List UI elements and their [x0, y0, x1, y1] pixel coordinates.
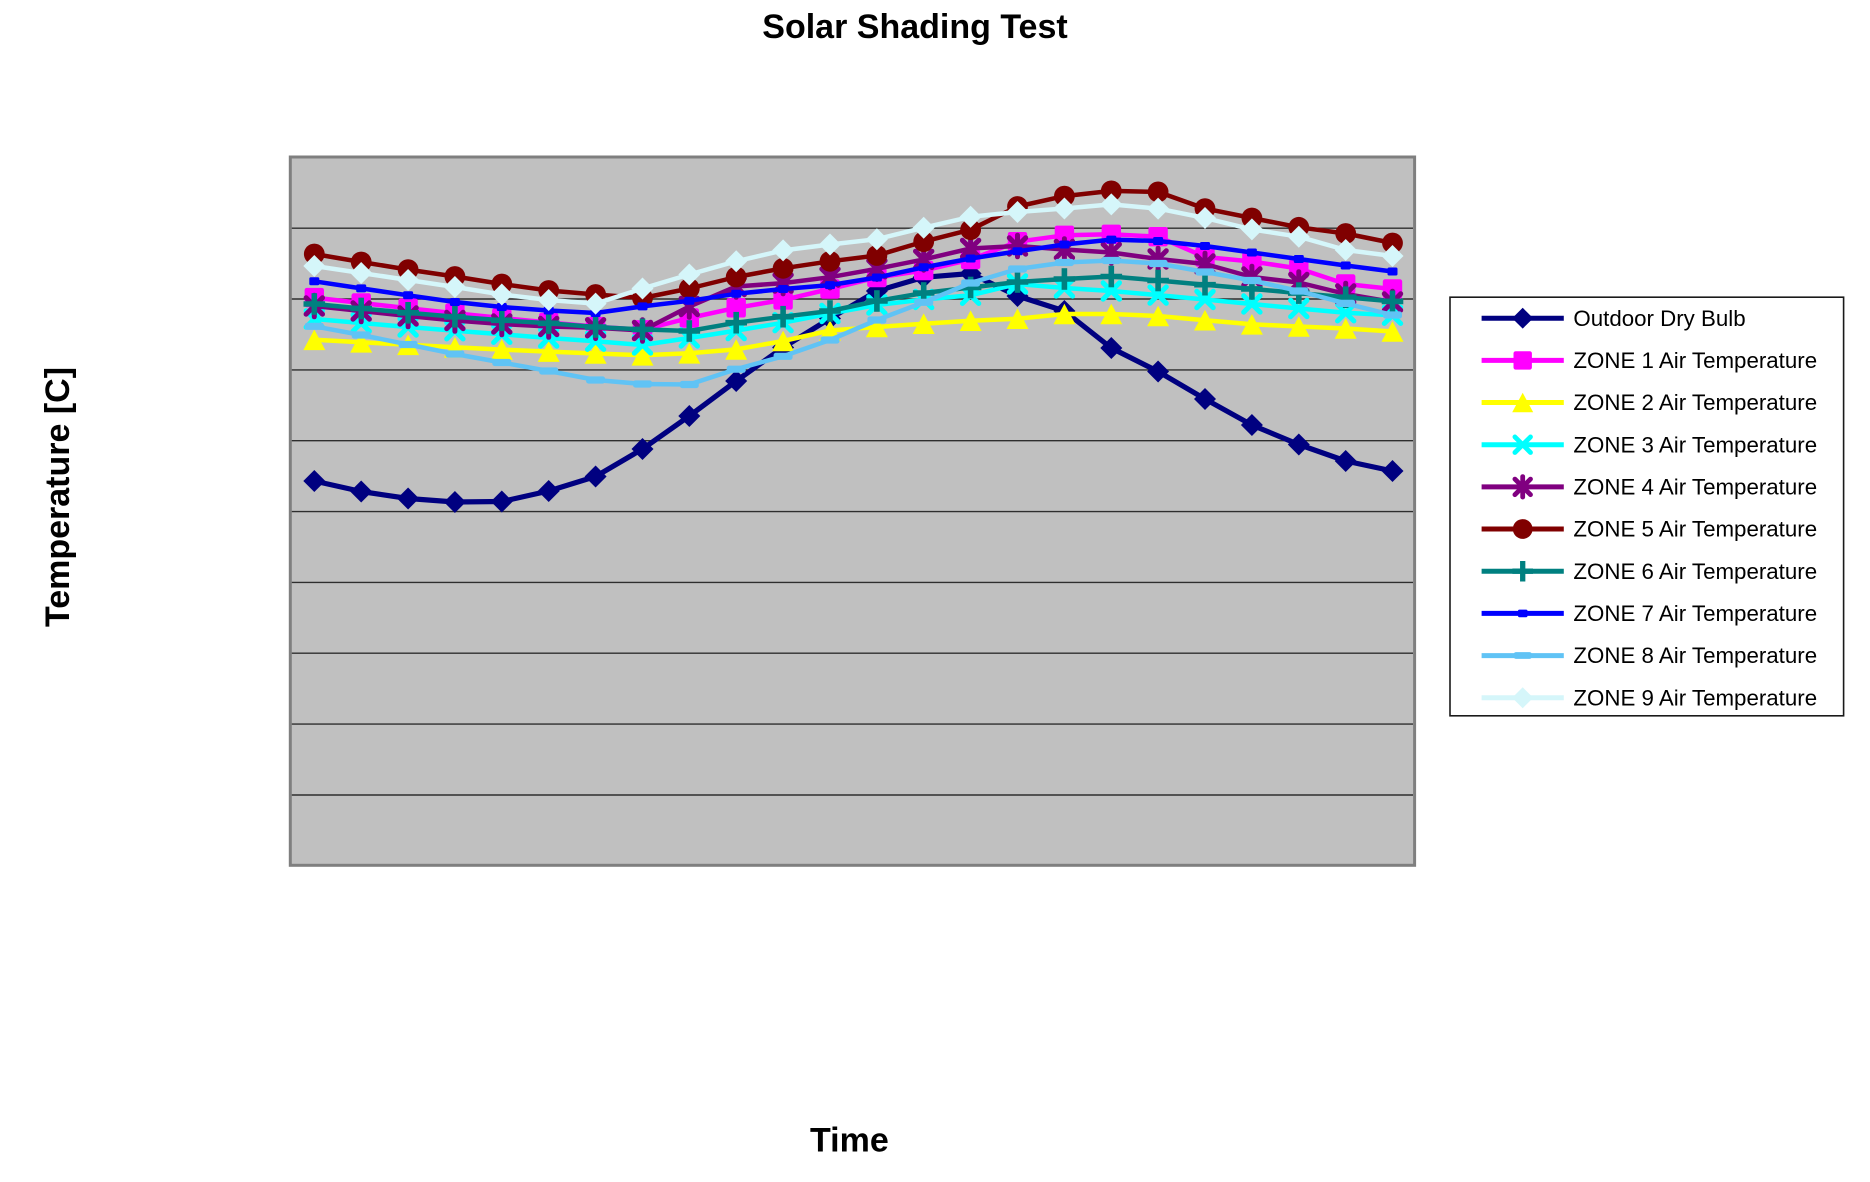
svg-text:ZONE 6 Air Temperature: ZONE 6 Air Temperature: [1573, 559, 1817, 584]
svg-text:ZONE 7 Air Temperature: ZONE 7 Air Temperature: [1573, 601, 1817, 626]
svg-text:ZONE 8 Air Temperature: ZONE 8 Air Temperature: [1573, 643, 1817, 668]
svg-text:ZONE 9 Air Temperature: ZONE 9 Air Temperature: [1573, 685, 1817, 710]
svg-text:ZONE 1 Air Temperature: ZONE 1 Air Temperature: [1573, 348, 1817, 373]
svg-text:Time: Time: [810, 1122, 889, 1160]
svg-text:ZONE 3 Air Temperature: ZONE 3 Air Temperature: [1573, 432, 1817, 457]
svg-text:ZONE 2 Air Temperature: ZONE 2 Air Temperature: [1573, 390, 1817, 415]
svg-text:Temperature [C]: Temperature [C]: [39, 367, 77, 627]
svg-text:ZONE 4 Air Temperature: ZONE 4 Air Temperature: [1573, 475, 1817, 500]
svg-text:Outdoor Dry Bulb: Outdoor Dry Bulb: [1573, 306, 1745, 331]
svg-text:Solar Shading Test: Solar Shading Test: [762, 8, 1067, 46]
svg-text:ZONE 5 Air Temperature: ZONE 5 Air Temperature: [1573, 517, 1817, 542]
